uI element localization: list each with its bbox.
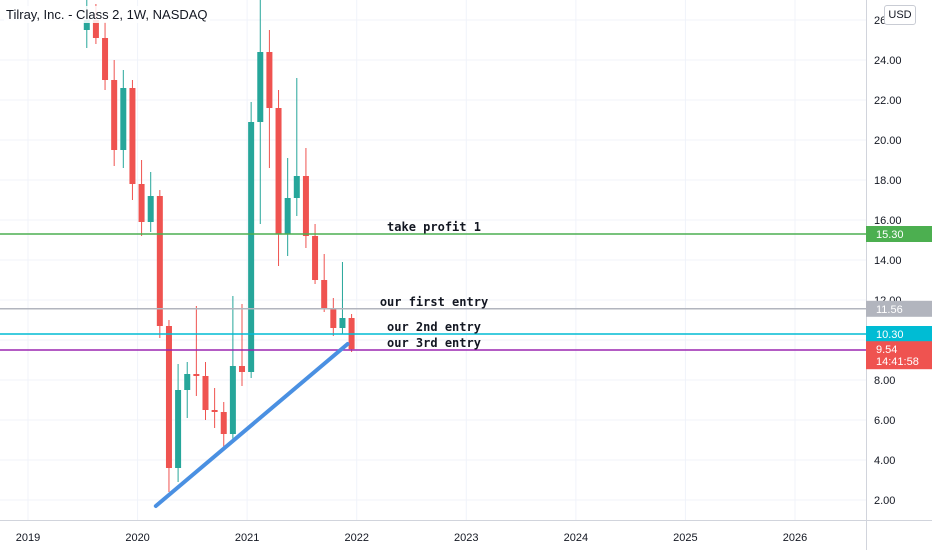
candle-body	[302, 176, 309, 236]
candle-body	[193, 374, 200, 376]
candle-body	[83, 20, 90, 30]
price-level-tag-text: 11.56	[876, 304, 903, 316]
candle-body	[175, 390, 182, 468]
time-tick-label: 2021	[235, 532, 259, 544]
price-level-tag	[866, 300, 932, 317]
candle-body	[239, 366, 246, 372]
price-level-tag	[866, 226, 932, 242]
candle-body	[321, 280, 328, 308]
time-tick-label: 2019	[16, 532, 40, 544]
candle-body	[120, 88, 127, 150]
candle-body	[293, 176, 300, 198]
candle-body	[266, 52, 273, 108]
candle-body	[339, 318, 346, 328]
price-level-tag-text: 10.30	[876, 329, 904, 341]
candle-body	[92, 20, 99, 38]
candle-body	[257, 52, 264, 122]
candle-body	[184, 374, 191, 390]
candle-body	[275, 108, 282, 234]
time-axis[interactable]	[0, 520, 866, 550]
price-tick-label: 22.00	[874, 95, 902, 107]
price-tick-label: 16.00	[874, 215, 902, 227]
time-tick-label: 2022	[344, 532, 368, 544]
candle-body	[147, 196, 154, 222]
symbol-title[interactable]: Tilray, Inc. - Class 2, 1W, NASDAQ	[4, 6, 210, 23]
candle-body	[284, 198, 291, 234]
bar-countdown: 14:41:58	[876, 356, 919, 368]
price-level-label: our first entry	[380, 295, 488, 309]
price-level-label: our 2nd entry	[387, 320, 481, 334]
candle-body	[138, 184, 145, 222]
candle-body	[330, 308, 337, 328]
price-level-label: our 3rd entry	[387, 336, 481, 350]
price-tick-label: 2.00	[874, 495, 895, 507]
last-price-value: 9.54	[876, 344, 897, 356]
price-tick-label: 20.00	[874, 135, 902, 147]
candle-body	[111, 80, 118, 150]
currency-button[interactable]: USD	[884, 5, 916, 25]
price-level-label: take profit 1	[387, 220, 481, 234]
candle-body	[156, 196, 163, 326]
price-axis[interactable]	[866, 0, 932, 550]
price-level-tag-text: 15.30	[876, 229, 904, 241]
candle-body	[129, 88, 136, 184]
time-tick-label: 2026	[783, 532, 807, 544]
candle-body	[211, 410, 218, 412]
trendline[interactable]	[153, 342, 350, 508]
candle-body	[312, 236, 319, 280]
last-price-tag	[866, 341, 932, 370]
candle-body	[165, 326, 172, 468]
candle-body	[220, 412, 227, 434]
price-level-tag	[866, 326, 932, 342]
price-tick-label: 8.00	[874, 375, 895, 387]
candle-body	[202, 376, 209, 410]
time-tick-label: 2023	[454, 532, 478, 544]
candle-body	[229, 366, 236, 434]
price-tick-label: 18.00	[874, 175, 902, 187]
price-tick-label: 6.00	[874, 415, 895, 427]
price-tick-label: 14.00	[874, 255, 902, 267]
candle-body	[102, 38, 109, 80]
time-tick-label: 2020	[125, 532, 149, 544]
time-tick-label: 2024	[564, 532, 588, 544]
price-tick-label: 4.00	[874, 455, 895, 467]
price-tick-label: 24.00	[874, 55, 902, 67]
time-tick-label: 2025	[673, 532, 697, 544]
candle-body	[248, 122, 255, 372]
